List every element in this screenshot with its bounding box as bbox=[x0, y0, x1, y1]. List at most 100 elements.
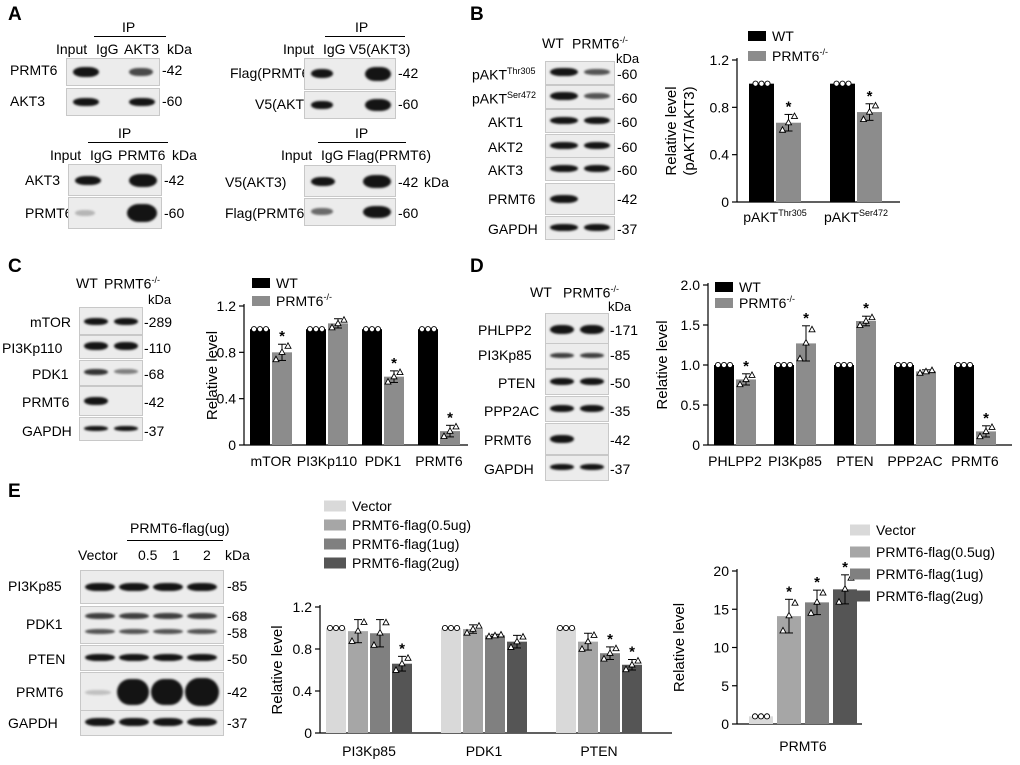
data-point bbox=[763, 713, 771, 720]
bar bbox=[714, 365, 734, 445]
category-label: mTOR bbox=[251, 453, 292, 469]
data-point bbox=[856, 321, 864, 329]
blot-strip bbox=[545, 343, 609, 369]
data-point bbox=[362, 326, 370, 333]
col-wt: WT bbox=[530, 284, 552, 300]
data-point bbox=[440, 432, 448, 439]
blot-strip bbox=[545, 396, 609, 422]
data-point bbox=[441, 624, 449, 632]
data-point bbox=[398, 659, 406, 667]
data-point bbox=[960, 361, 968, 369]
blot-strip bbox=[80, 570, 224, 604]
mw-label: -60 bbox=[617, 90, 638, 106]
data-point bbox=[418, 326, 426, 333]
data-point bbox=[262, 326, 270, 333]
data-point bbox=[808, 325, 816, 333]
bar bbox=[370, 633, 390, 733]
mw-label: -60 bbox=[617, 162, 638, 178]
kda-label: kDa bbox=[608, 299, 632, 314]
row-label: Flag(PRMT6) bbox=[225, 205, 310, 221]
legend-label: PRMT6-flag(2ug) bbox=[876, 588, 983, 604]
mw-label: -50 bbox=[610, 375, 631, 391]
data-point bbox=[250, 326, 258, 333]
legend-label: WT bbox=[739, 279, 761, 295]
row-label: pAKTSer472 bbox=[472, 90, 537, 107]
category-label: PDK1 bbox=[466, 743, 503, 759]
kda-label: kDa bbox=[172, 147, 197, 163]
y-tick-label: 10 bbox=[713, 640, 729, 656]
data-point bbox=[326, 624, 334, 632]
bar bbox=[578, 641, 598, 733]
significance-star: * bbox=[983, 410, 989, 427]
bar bbox=[600, 653, 620, 733]
bar bbox=[485, 635, 505, 733]
blot-strip bbox=[304, 58, 396, 90]
blot-strip bbox=[79, 335, 143, 359]
bar bbox=[776, 122, 801, 202]
data-point bbox=[562, 624, 570, 632]
data-point bbox=[982, 427, 990, 435]
row-label: PI3Kp85 bbox=[8, 578, 62, 594]
legend-label: PRMT6-flag(1ug) bbox=[352, 536, 459, 552]
bar bbox=[622, 664, 642, 733]
y-axis-label: Relative level bbox=[671, 603, 688, 692]
bar bbox=[830, 83, 855, 202]
data-point bbox=[312, 326, 320, 333]
category-label: PDK1 bbox=[365, 453, 402, 469]
mw-label: -68 bbox=[227, 608, 248, 624]
mw-label: -60 bbox=[164, 205, 185, 221]
data-point bbox=[519, 632, 527, 640]
data-point bbox=[334, 319, 342, 327]
y-axis-label: Relative level bbox=[269, 625, 286, 714]
blot-strip bbox=[304, 198, 396, 226]
data-point bbox=[791, 598, 799, 606]
bar bbox=[749, 716, 773, 724]
bar bbox=[441, 628, 461, 733]
data-point bbox=[845, 80, 852, 87]
legend-swatch bbox=[324, 538, 346, 550]
bar bbox=[796, 343, 816, 445]
data-point bbox=[742, 375, 750, 383]
y-tick-label: 0.4 bbox=[293, 683, 313, 699]
col-wt: WT bbox=[542, 35, 564, 51]
blot-strip bbox=[545, 313, 609, 345]
blot-strip bbox=[304, 165, 396, 197]
data-point bbox=[370, 640, 378, 648]
kda-label: kDa bbox=[167, 41, 192, 57]
category-label: PRMT6 bbox=[951, 453, 999, 469]
category-label: PRMT6 bbox=[779, 738, 827, 754]
bar bbox=[777, 616, 801, 724]
blot-strip bbox=[545, 183, 615, 215]
row-label: PTEN bbox=[498, 375, 536, 391]
mw-label: -60 bbox=[617, 114, 638, 130]
data-point bbox=[736, 380, 744, 388]
col-igg: IgG bbox=[90, 147, 113, 163]
mw-label: -60 bbox=[398, 205, 419, 221]
y-tick-label: 0.4 bbox=[217, 391, 237, 407]
blot-strip bbox=[79, 307, 143, 335]
y-axis-label: Relative level bbox=[663, 86, 680, 175]
legend-swatch bbox=[850, 546, 870, 558]
significance-star: * bbox=[786, 98, 792, 115]
mw-label: -171 bbox=[610, 322, 639, 338]
data-point bbox=[928, 366, 936, 374]
bar bbox=[418, 329, 438, 445]
row-label: AKT2 bbox=[488, 139, 524, 155]
col-input: Input bbox=[56, 41, 88, 57]
y-tick-label: 1.0 bbox=[681, 357, 701, 373]
row-label: AKT3 bbox=[25, 172, 61, 188]
col-dose-2: 2 bbox=[203, 547, 211, 563]
y-tick-label: 0.8 bbox=[217, 344, 237, 360]
legend-label: Vector bbox=[352, 498, 392, 514]
data-point bbox=[807, 608, 815, 616]
data-point bbox=[922, 367, 930, 375]
data-point bbox=[833, 80, 840, 87]
data-point bbox=[954, 361, 962, 369]
col-prmt6: PRMT6 bbox=[118, 147, 166, 163]
blot-strip bbox=[545, 157, 615, 181]
mw-label: -42 bbox=[162, 62, 183, 78]
category-label: PI3Kp85 bbox=[342, 743, 396, 759]
bar bbox=[463, 629, 483, 733]
y-tick-label: 0.5 bbox=[681, 397, 701, 413]
data-point bbox=[584, 637, 592, 645]
